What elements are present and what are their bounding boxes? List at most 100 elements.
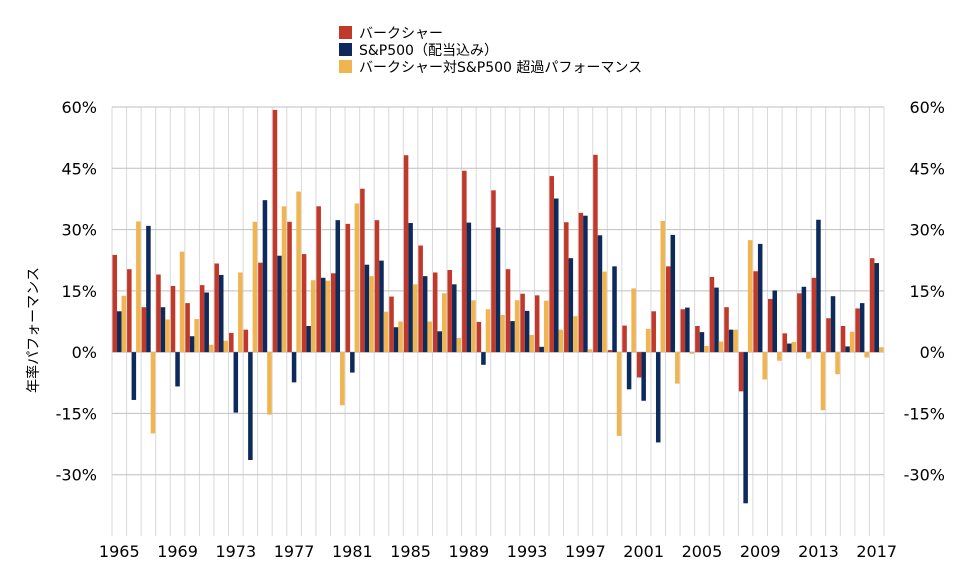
bar-berkshire-1966 — [127, 269, 132, 353]
bar-sp500-1985 — [408, 223, 413, 353]
bar-sp500-1970 — [189, 336, 195, 353]
bar-excess-2003 — [675, 352, 680, 384]
bar-berkshire-1994 — [534, 295, 540, 353]
bar-excess-2002 — [660, 220, 666, 353]
y-tick-label-left: 60% — [61, 98, 97, 117]
bar-berkshire-1988 — [447, 270, 453, 353]
bar-excess-1981 — [354, 203, 360, 353]
bar-excess-1987 — [441, 293, 447, 353]
bar-berkshire-2014 — [826, 318, 831, 353]
bar-sp500-2017 — [874, 263, 879, 353]
y-tick-label-left: 45% — [61, 159, 97, 178]
bar-berkshire-1995 — [549, 176, 555, 353]
bar-berkshire-2004 — [680, 309, 686, 353]
bar-berkshire-1983 — [374, 220, 380, 353]
bar-berkshire-1996 — [564, 222, 569, 353]
bar-excess-1979 — [325, 280, 330, 353]
bar-excess-1997 — [587, 349, 593, 353]
bar-sp500-2007 — [728, 329, 734, 353]
bar-berkshire-2013 — [811, 277, 817, 353]
bar-excess-2017 — [878, 347, 884, 353]
bar-sp500-1987 — [437, 331, 442, 353]
y-axis-left: -30% -15% 0% 15% 30% 45% 60% — [56, 98, 97, 485]
bar-excess-2013 — [820, 352, 826, 411]
bar-berkshire-2007 — [724, 307, 729, 353]
bar-berkshire-1999 — [607, 350, 613, 353]
y-tick-label-right: 30% — [909, 221, 945, 240]
bar-berkshire-1974 — [243, 329, 249, 353]
bar-sp500-1991 — [495, 227, 501, 353]
bar-excess-1973 — [238, 272, 243, 353]
bar-berkshire-2010 — [767, 299, 773, 353]
bar-excess-1998 — [602, 271, 607, 353]
bar-sp500-1969 — [175, 352, 180, 387]
bar-sp500-2004 — [685, 307, 690, 353]
bar-berkshire-1981 — [345, 223, 351, 353]
bar-berkshire-1968 — [156, 274, 161, 353]
bar-berkshire-1998 — [593, 154, 598, 353]
bar-excess-1988 — [456, 337, 462, 353]
legend-swatch-excess — [339, 60, 352, 73]
bar-sp500-1983 — [379, 260, 384, 353]
bar-excess-1986 — [427, 321, 432, 353]
bar-berkshire-1997 — [578, 212, 584, 353]
bar-excess-1976 — [281, 206, 287, 353]
bar-berkshire-2003 — [666, 266, 671, 353]
bar-excess-1991 — [500, 314, 505, 353]
bar-berkshire-1975 — [258, 262, 263, 353]
bar-excess-1965 — [121, 295, 127, 353]
bar-berkshire-2009 — [753, 271, 758, 353]
bar-sp500-2012 — [801, 286, 807, 353]
x-axis: 1965 1969 1973 1977 1981 1985 1989 1993 1997 2001… — [99, 542, 897, 561]
bar-excess-1990 — [485, 309, 491, 353]
vertical-gridlines — [111, 107, 885, 536]
y-tick-label-right: -30% — [904, 466, 945, 485]
bars — [112, 109, 884, 504]
bar-sp500-1978 — [306, 325, 311, 353]
bar-berkshire-1965 — [112, 254, 118, 353]
bar-berkshire-1970 — [185, 303, 190, 353]
y-tick-label-right: 60% — [909, 98, 945, 117]
bar-excess-1983 — [383, 311, 389, 353]
bar-berkshire-2012 — [797, 293, 802, 353]
bar-excess-2015 — [849, 331, 855, 353]
bar-excess-2006 — [718, 341, 724, 353]
bar-berkshire-1993 — [520, 293, 525, 353]
bar-sp500-1971 — [204, 292, 209, 353]
y-axis-right: -30% -15% 0% 15% 30% 45% 60% — [904, 98, 945, 485]
bar-excess-1974 — [252, 221, 258, 353]
bar-sp500-2015 — [845, 346, 850, 353]
x-tick-label: 2009 — [740, 542, 781, 561]
bar-berkshire-1989 — [462, 170, 467, 353]
bar-berkshire-1969 — [170, 285, 176, 353]
bar-excess-1978 — [310, 280, 316, 353]
y-tick-label-right: -15% — [904, 404, 945, 423]
bar-sp500-1975 — [262, 200, 268, 353]
bar-excess-2005 — [704, 346, 709, 353]
bar-berkshire-2015 — [840, 325, 846, 353]
bar-excess-2008 — [747, 240, 753, 353]
x-tick-label: 1981 — [332, 542, 373, 561]
bar-berkshire-1967 — [141, 307, 147, 353]
bar-excess-1993 — [529, 334, 534, 353]
bar-excess-2011 — [791, 341, 797, 353]
bar-sp500-1977 — [291, 352, 297, 383]
x-tick-label: 1997 — [565, 542, 606, 561]
bar-excess-2012 — [806, 352, 811, 359]
legend-label-berkshire: バークシャー — [359, 26, 443, 42]
y-tick-label-left: 15% — [61, 282, 97, 301]
bar-sp500-2016 — [859, 303, 865, 353]
bar-excess-2014 — [835, 352, 840, 375]
x-tick-label: 1977 — [274, 542, 315, 561]
bar-excess-1995 — [558, 329, 564, 353]
y-tick-label-right: 0% — [920, 343, 945, 362]
bar-sp500-1999 — [612, 266, 617, 353]
bar-berkshire-1987 — [432, 272, 438, 353]
y-tick-label-right: 15% — [909, 282, 945, 301]
bar-excess-1994 — [543, 300, 549, 353]
y-tick-label-right: 45% — [909, 159, 945, 178]
bar-berkshire-2005 — [695, 325, 700, 353]
bar-berkshire-1973 — [229, 332, 234, 353]
bar-berkshire-1976 — [272, 109, 278, 353]
